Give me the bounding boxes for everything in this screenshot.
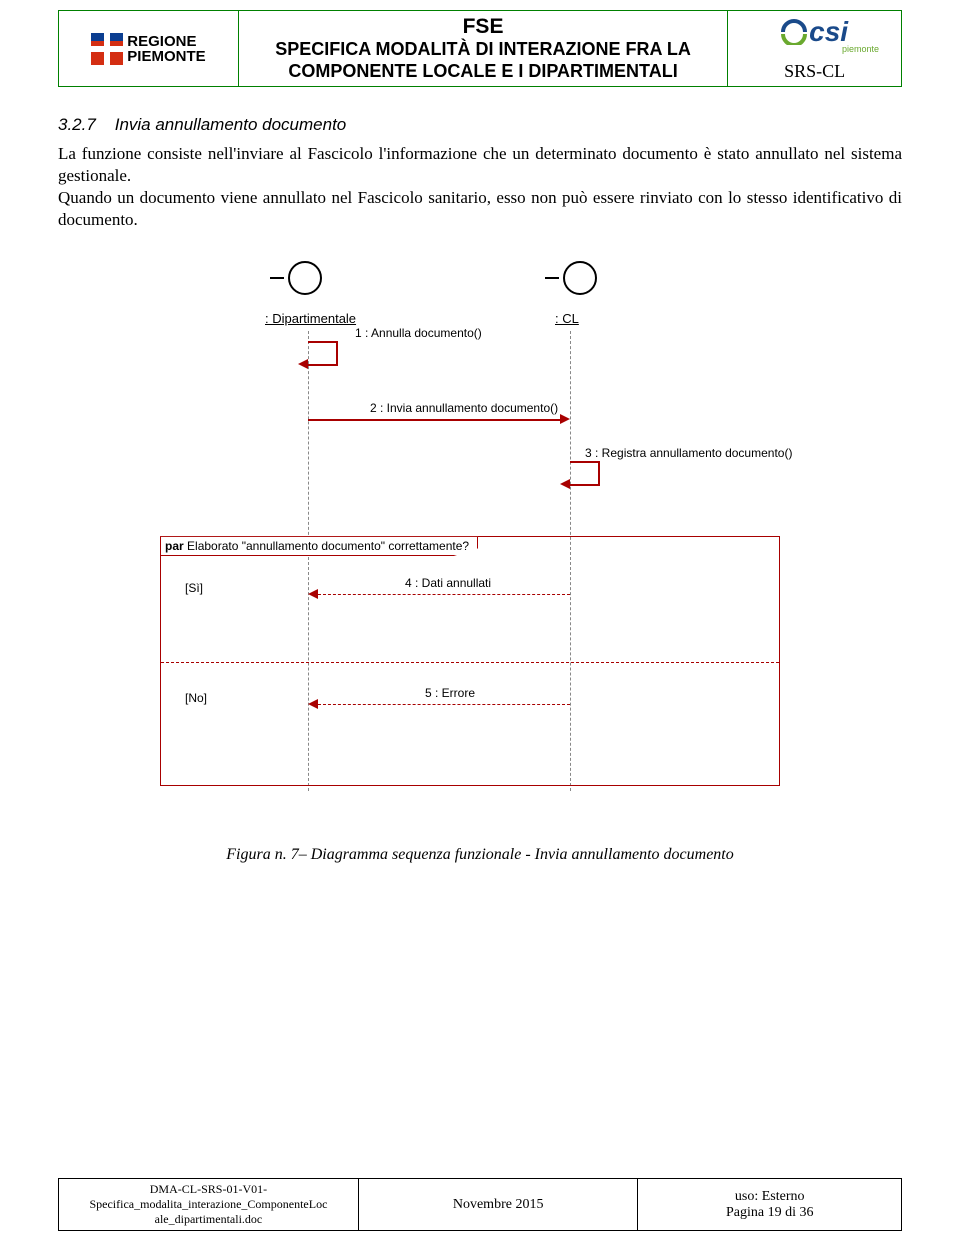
lifeline-head-dipartimentale (270, 261, 322, 295)
frag-par-tab: par Elaborato "annullamento documento" c… (160, 536, 478, 556)
figure-caption: Figura n. 7– Diagramma sequenza funziona… (58, 846, 902, 864)
msg2-label: 2 : Invia annullamento documento() (370, 401, 558, 415)
frag-divider (161, 662, 779, 663)
logo-regione-cell: REGIONE PIEMONTE (59, 11, 239, 87)
msg3-label: 3 : Registra annullamento documento() (585, 446, 792, 460)
section-heading: 3.2.7 Invia annullamento documento (58, 115, 902, 135)
logo-regione-line2: PIEMONTE (127, 49, 205, 64)
msg5-arrow (318, 704, 570, 705)
footer-right-l2: Pagina 19 di 36 (644, 1205, 895, 1221)
footer-left-l1: DMA-CL-SRS-01-V01- (65, 1182, 352, 1197)
msg5-arrowhead (308, 699, 318, 709)
frag-par: par Elaborato "annullamento documento" c… (160, 536, 780, 786)
page-content: 3.2.7 Invia annullamento documento La fu… (58, 115, 902, 864)
lifeline-label-dipartimentale: : Dipartimentale (265, 311, 356, 326)
msg4-arrowhead (308, 589, 318, 599)
frag-par-text: Elaborato "annullamento documento" corre… (184, 539, 469, 553)
regione-flag-icon (91, 33, 123, 65)
msg4-arrow (318, 594, 570, 595)
page-footer: DMA-CL-SRS-01-V01- Specifica_modalita_in… (58, 1178, 902, 1231)
sequence-diagram: : Dipartimentale : CL 1 : Annulla docume… (130, 261, 830, 821)
section-para1: La funzione consiste nell'inviare al Fas… (58, 143, 902, 187)
logo-csi-cell: csi piemonte (728, 11, 902, 59)
lifeline-head-cl (545, 261, 597, 295)
header-title-cell: FSE SPECIFICA MODALITÀ DI INTERAZIONE FR… (238, 11, 727, 87)
header-fse: FSE (243, 15, 723, 39)
header-subtitle-2: COMPONENTE LOCALE E I DIPARTIMENTALI (243, 61, 723, 83)
footer-right-l1: uso: Esterno (644, 1189, 895, 1205)
msg1-selfcall (308, 341, 338, 366)
section-para2: Quando un documento viene annullato nel … (58, 187, 902, 231)
guard-no: [No] (185, 691, 207, 705)
footer-center: Novembre 2015 (358, 1179, 638, 1231)
lifeline-label-cl: : CL (555, 311, 579, 326)
frag-par-keyword: par (165, 539, 184, 553)
msg3-selfcall (570, 461, 600, 486)
header-subtitle-1: SPECIFICA MODALITÀ DI INTERAZIONE FRA LA (243, 39, 723, 61)
footer-left-l3: ale_dipartimentali.doc (65, 1212, 352, 1227)
section-number: 3.2.7 (58, 115, 96, 134)
msg4-label: 4 : Dati annullati (405, 576, 491, 590)
footer-left: DMA-CL-SRS-01-V01- Specifica_modalita_in… (59, 1179, 359, 1231)
page-header: REGIONE PIEMONTE FSE SPECIFICA MODALITÀ … (58, 10, 902, 87)
footer-left-l2: Specifica_modalita_interazione_Component… (65, 1197, 352, 1212)
footer-right: uso: Esterno Pagina 19 di 36 (638, 1179, 902, 1231)
logo-regione-line1: REGIONE (127, 34, 205, 49)
logo-regione: REGIONE PIEMONTE (63, 33, 234, 65)
srs-code: SRS-CL (728, 58, 902, 86)
msg2-arrow (308, 419, 560, 421)
guard-si: [Sì] (185, 581, 203, 595)
csi-swoosh-icon (781, 19, 807, 45)
section-title: Invia annullamento documento (115, 115, 347, 134)
logo-csi-text: csi (809, 16, 848, 48)
msg1-label: 1 : Annulla documento() (355, 326, 482, 340)
msg2-arrowhead (560, 414, 570, 424)
msg5-label: 5 : Errore (425, 686, 475, 700)
